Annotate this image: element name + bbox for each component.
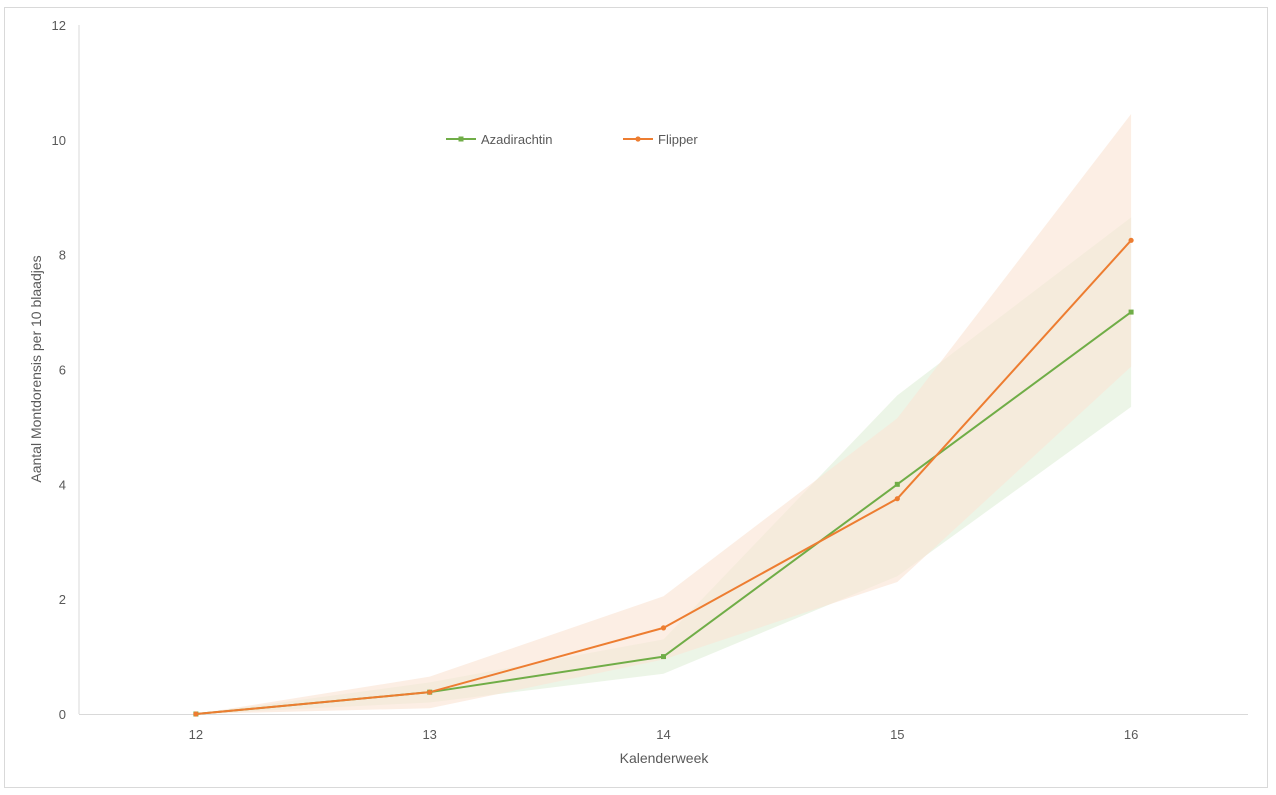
y-axis-title: Aantal Montdorensis per 10 blaadjes [28,255,44,482]
confidence-bands [195,113,1132,715]
y-tick-label: 2 [59,592,66,607]
data-point-azadirachtin [894,481,900,487]
x-tick-label: 15 [890,727,904,742]
y-tick-label: 4 [59,477,66,492]
legend: Azadirachtin Flipper [446,132,698,147]
x-axis-title: Kalenderweek [620,750,710,766]
y-tick-labels: 0 2 4 6 8 10 12 [52,18,66,722]
y-tick-label: 0 [59,707,66,722]
y-tick-label: 8 [59,248,66,263]
band-flipper [195,113,1132,714]
axes [78,25,1248,715]
x-tick-label: 14 [656,727,670,742]
legend-marker-flipper [635,136,641,142]
legend-label-azadirachtin: Azadirachtin [481,132,553,147]
data-point-azadirachtin [661,654,666,660]
y-tick-label: 12 [52,18,66,33]
data-point-flipper [1128,237,1134,243]
x-tick-label: 12 [189,727,203,742]
data-point-flipper [894,496,900,502]
y-tick-label: 10 [52,133,66,148]
legend-marker-azadirachtin [458,136,464,142]
data-point-flipper [660,625,667,631]
data-point-flipper [193,711,199,717]
x-tick-label: 16 [1124,727,1138,742]
x-tick-label: 13 [422,727,436,742]
data-point-azadirachtin [1128,309,1134,315]
x-tick-labels: 12 13 14 15 16 [189,727,1139,742]
series-markers [193,237,1134,717]
legend-label-flipper: Flipper [658,132,698,147]
data-point-flipper [427,689,433,695]
y-tick-label: 6 [59,363,66,378]
